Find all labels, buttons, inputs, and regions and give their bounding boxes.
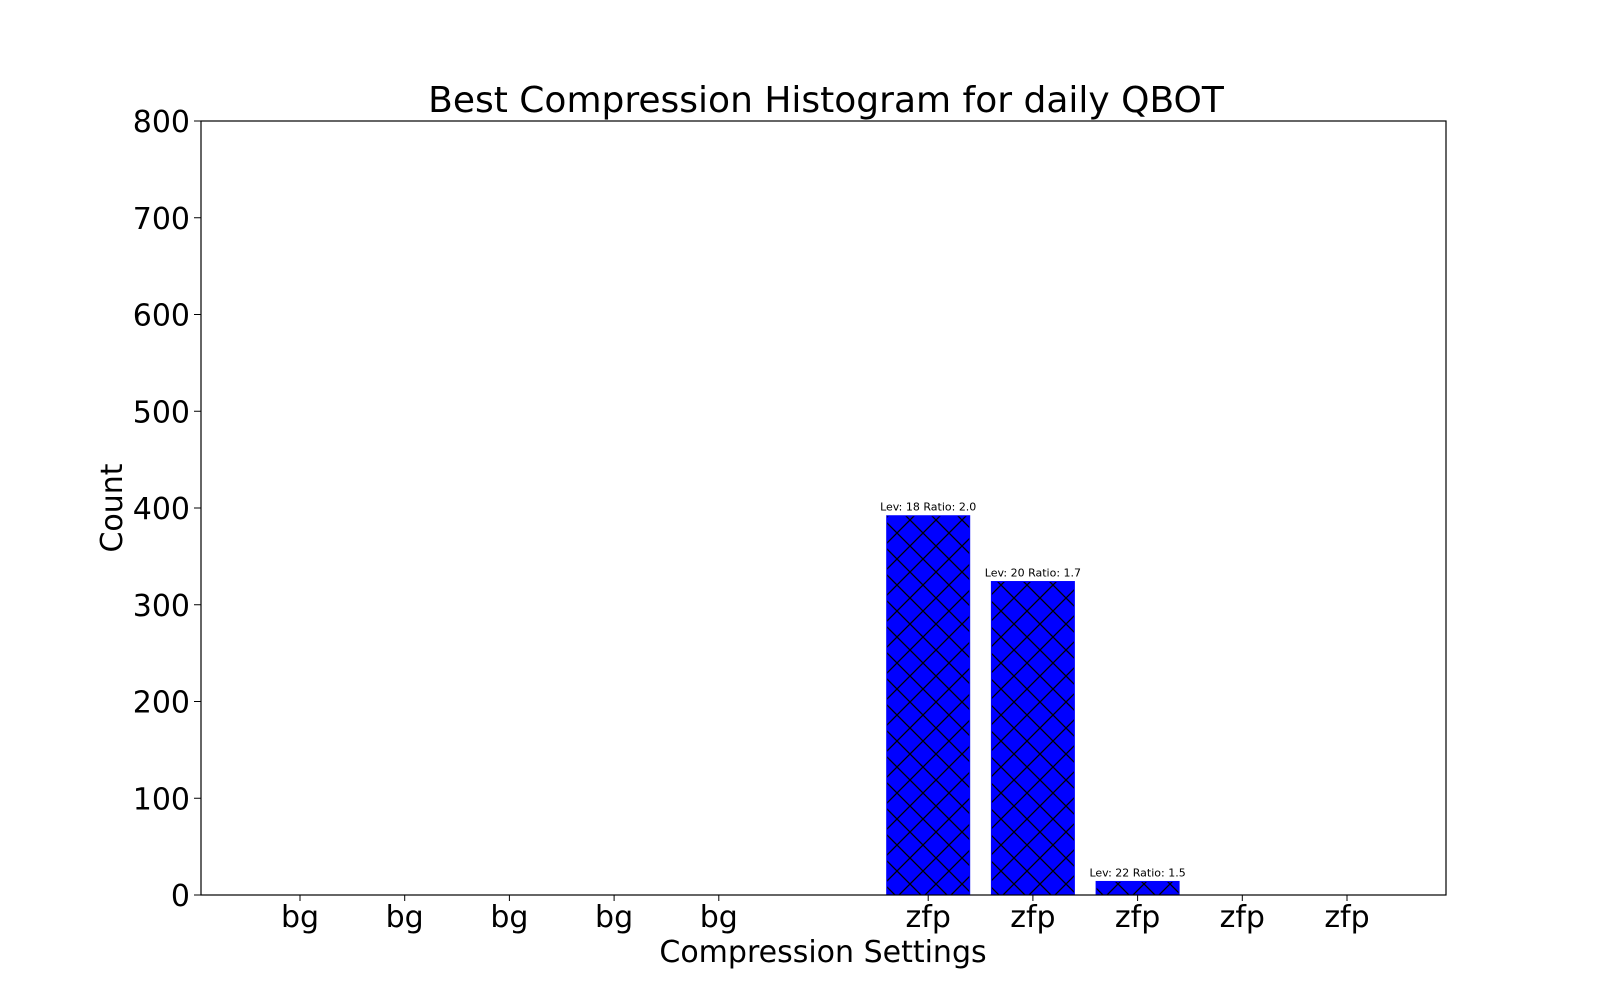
y-tick-label: 200 — [133, 686, 190, 721]
bar-data-label: Lev: 18 Ratio: 2.0 — [880, 501, 976, 514]
x-tick-label: bg — [490, 900, 528, 935]
x-tick-label: bg — [700, 900, 738, 935]
bar — [990, 581, 1075, 896]
x-tick-label: zfp — [1324, 900, 1369, 935]
y-tick-label: 800 — [133, 105, 190, 140]
bar — [1095, 880, 1180, 896]
x-tick-label: bg — [386, 900, 424, 935]
bar-data-label: Lev: 22 Ratio: 1.5 — [1089, 866, 1185, 879]
y-tick-label: 500 — [133, 395, 190, 430]
bar-data-label: Lev: 20 Ratio: 1.7 — [985, 567, 1081, 580]
bar — [886, 515, 971, 896]
y-tick-label: 300 — [133, 589, 190, 624]
x-tick-label: zfp — [1220, 900, 1265, 935]
x-tick-label: bg — [281, 900, 319, 935]
x-tick-label: zfp — [1115, 900, 1160, 935]
y-axis-label: Count — [95, 463, 130, 552]
y-axis: 0 100 200 300 400 500 600 700 800 — [133, 105, 201, 914]
bars — [886, 515, 1180, 896]
chart-title: Best Compression Histogram for daily QBO… — [428, 80, 1225, 121]
x-tick-label: bg — [595, 900, 633, 935]
y-tick-label: 100 — [133, 782, 190, 817]
y-tick-label: 0 — [171, 879, 190, 914]
y-tick-label: 700 — [133, 202, 190, 237]
y-tick-label: 400 — [133, 492, 190, 527]
x-tick-label: zfp — [906, 900, 951, 935]
x-axis-label: Compression Settings — [659, 935, 986, 970]
y-tick-label: 600 — [133, 299, 190, 334]
plot-area — [200, 120, 1447, 896]
bar-labels: Lev: 18 Ratio: 2.0 Lev: 20 Ratio: 1.7 Lev:… — [880, 501, 1186, 880]
x-axis: bg bg bg bg bg zfp zfp zfp zfp zfp — [281, 895, 1370, 935]
x-tick-label: zfp — [1010, 900, 1055, 935]
